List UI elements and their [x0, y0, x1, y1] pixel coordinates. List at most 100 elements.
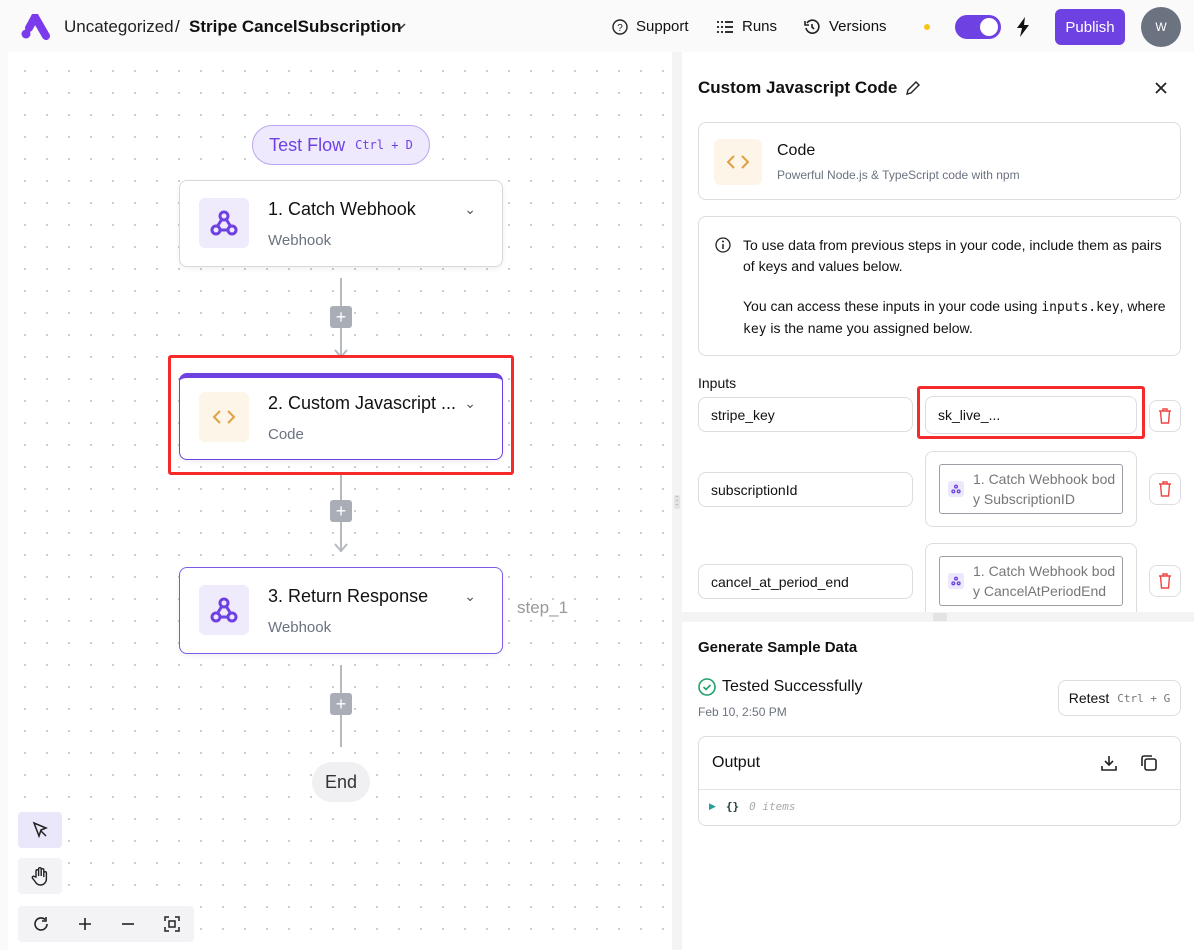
- input-key-field[interactable]: cancel_at_period_end: [698, 564, 913, 599]
- zoom-out-icon[interactable]: [120, 916, 136, 932]
- add-step-button[interactable]: +: [330, 693, 352, 715]
- output-braces: {}: [725, 800, 740, 813]
- webhook-icon: [948, 573, 964, 589]
- breadcrumb-separator: /: [175, 17, 180, 36]
- step-label: step_1: [517, 598, 569, 617]
- zoom-toolbar: [18, 906, 194, 942]
- test-status: Tested Successfully: [722, 678, 863, 695]
- delete-input-button[interactable]: [1149, 473, 1181, 505]
- section-resizer[interactable]: [682, 612, 1194, 622]
- support-button[interactable]: ? Support: [612, 18, 689, 35]
- publish-button[interactable]: Publish: [1055, 9, 1125, 45]
- test-timestamp: Feb 10, 2:50 PM: [698, 705, 787, 719]
- help-circle-icon: ?: [612, 18, 628, 35]
- test-flow-label: Test Flow: [269, 134, 346, 155]
- input-value-field[interactable]: 1. Catch Webhook body CancelAtPeriodEnd: [925, 543, 1137, 619]
- input-key-field[interactable]: stripe_key: [698, 397, 913, 432]
- svg-text:?: ?: [617, 23, 623, 34]
- end-node: End: [312, 762, 370, 802]
- top-bar: Uncategorized / Stripe CancelSubscriptio…: [0, 0, 1194, 52]
- chevron-down-icon[interactable]: ⌄: [464, 588, 476, 604]
- code-icon: [714, 139, 762, 185]
- arrow-down-icon: [334, 543, 348, 553]
- avatar[interactable]: W: [1141, 7, 1181, 47]
- add-step-button[interactable]: +: [330, 500, 352, 522]
- add-step-button[interactable]: +: [330, 306, 352, 328]
- inputs-label: Inputs: [698, 375, 737, 391]
- highlight-box: [917, 386, 1145, 439]
- output-label: Output: [712, 754, 761, 771]
- input-value-field[interactable]: 1. Catch Webhook body SubscriptionID: [925, 451, 1137, 527]
- node-title: 1. Catch Webhook: [268, 199, 416, 219]
- input-key-field[interactable]: subscriptionId: [698, 472, 913, 507]
- retest-label: Retest: [1068, 690, 1110, 706]
- zoom-in-icon[interactable]: [77, 916, 93, 932]
- panel-resizer[interactable]: · · ·: [672, 52, 682, 950]
- pencil-icon[interactable]: [905, 80, 921, 96]
- piece-description: Powerful Node.js & TypeScript code with …: [777, 168, 1020, 182]
- node-title: 3. Return Response: [268, 586, 429, 606]
- reset-icon[interactable]: [32, 915, 50, 933]
- node-subtitle: Webhook: [268, 232, 332, 249]
- info-icon: [715, 237, 731, 253]
- versions-label: Versions: [829, 18, 887, 35]
- flow-node-return-response[interactable]: 3. Return Response Webhook ⌄: [179, 567, 503, 654]
- delete-input-button[interactable]: [1149, 400, 1181, 432]
- support-label: Support: [636, 18, 689, 35]
- info-text-2: You can access these inputs in your code…: [743, 298, 1166, 337]
- output-items: 0 items: [749, 800, 796, 813]
- flow-node-catch-webhook[interactable]: 1. Catch Webhook Webhook ⌄: [179, 180, 503, 267]
- code-icon: [199, 392, 249, 442]
- list-icon: [717, 20, 733, 33]
- runs-label: Runs: [742, 18, 778, 35]
- webhook-icon: [199, 198, 249, 248]
- trash-icon: [1159, 573, 1171, 589]
- pointer-icon: [32, 821, 48, 839]
- trash-icon: [1159, 408, 1171, 424]
- lightning-icon[interactable]: [1015, 17, 1031, 37]
- chevron-down-icon[interactable]: [395, 22, 407, 30]
- flow-name[interactable]: Stripe CancelSubscription: [189, 17, 402, 36]
- hand-icon: [31, 867, 48, 886]
- pan-tool-button[interactable]: [18, 858, 62, 894]
- sample-data-title: Generate Sample Data: [698, 639, 858, 656]
- step-settings-panel: Custom Javascript Code Code Powerful Nod…: [682, 52, 1194, 950]
- webhook-icon: [199, 585, 249, 635]
- fit-view-icon[interactable]: [163, 915, 181, 933]
- status-dot: [924, 24, 930, 30]
- chevron-down-icon[interactable]: ⌄: [464, 201, 476, 217]
- retest-button[interactable]: Retest Ctrl + G: [1058, 680, 1181, 716]
- test-flow-shortcut: Ctrl + D: [355, 138, 413, 152]
- chevron-down-icon[interactable]: ⌄: [464, 395, 476, 411]
- input-value-field[interactable]: sk_live_...: [925, 396, 1137, 434]
- data-reference-chip[interactable]: 1. Catch Webhook body CancelAtPeriodEnd: [939, 556, 1123, 606]
- close-icon[interactable]: [1155, 82, 1167, 94]
- info-box: To use data from previous steps in your …: [698, 216, 1181, 356]
- runs-button[interactable]: Runs: [717, 18, 777, 35]
- copy-icon[interactable]: [1140, 754, 1158, 772]
- trash-icon: [1159, 481, 1171, 497]
- output-card: Output ▶ {} 0 items: [698, 736, 1181, 826]
- node-title: 2. Custom Javascript ...: [268, 393, 457, 413]
- flow-node-custom-javascript[interactable]: 2. Custom Javascript ... Code ⌄: [179, 373, 503, 460]
- select-tool-button[interactable]: [18, 812, 62, 848]
- versions-button[interactable]: Versions: [804, 18, 887, 35]
- check-circle-icon: [698, 678, 716, 696]
- delete-input-button[interactable]: [1149, 565, 1181, 597]
- highlight-box: [168, 355, 514, 475]
- breadcrumb-folder[interactable]: Uncategorized: [64, 17, 174, 36]
- data-reference-chip[interactable]: 1. Catch Webhook body SubscriptionID: [939, 464, 1123, 514]
- expand-triangle-icon[interactable]: ▶: [709, 801, 716, 811]
- download-icon[interactable]: [1100, 754, 1118, 772]
- retest-shortcut: Ctrl + G: [1117, 691, 1171, 705]
- test-flow-button[interactable]: Test Flow Ctrl + D: [252, 125, 430, 165]
- webhook-icon: [948, 481, 964, 497]
- piece-card: Code Powerful Node.js & TypeScript code …: [698, 122, 1181, 200]
- app-logo-icon[interactable]: [20, 14, 50, 40]
- info-text: To use data from previous steps in your …: [743, 237, 1162, 274]
- node-subtitle: Code: [268, 426, 304, 443]
- history-icon: [804, 18, 820, 34]
- node-subtitle: Webhook: [268, 619, 332, 636]
- panel-title: Custom Javascript Code: [698, 78, 898, 97]
- enable-toggle[interactable]: [955, 15, 1001, 39]
